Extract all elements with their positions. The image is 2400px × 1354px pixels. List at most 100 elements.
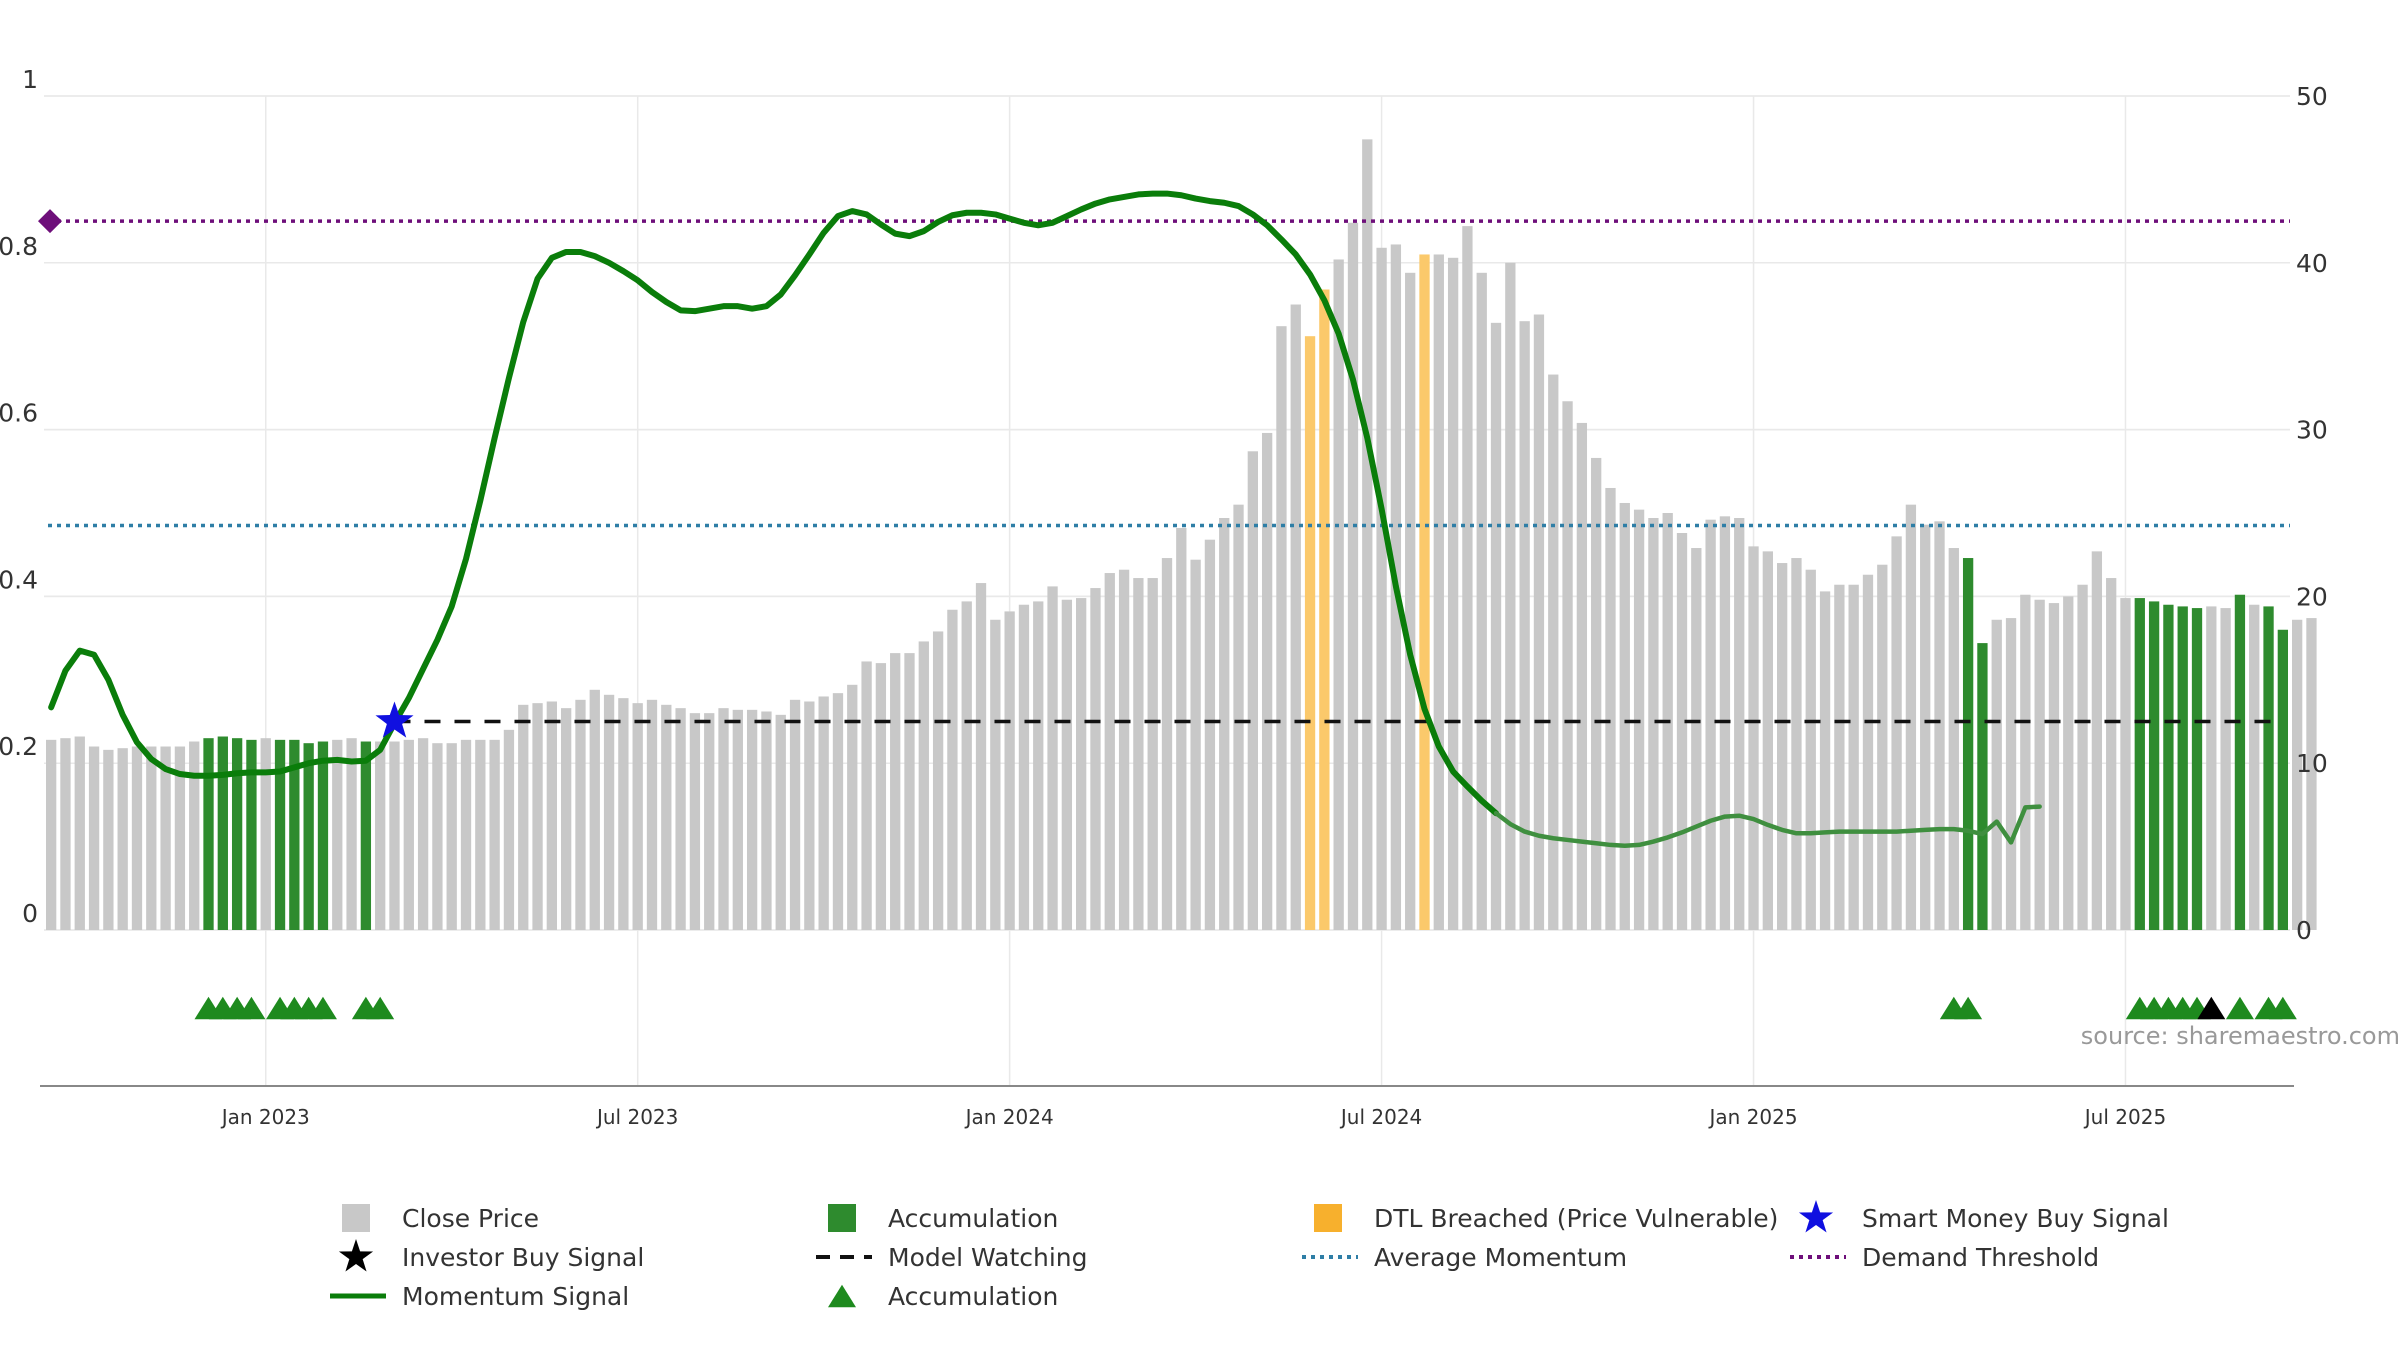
close-price-bar — [1834, 584, 1845, 930]
close-price-bar — [789, 699, 801, 930]
close-price-bar — [1776, 563, 1788, 930]
close-price-bar — [2249, 604, 2260, 930]
close-price-bar — [1290, 304, 1301, 930]
close-price-bar — [432, 743, 443, 930]
close-price-bar — [1548, 374, 1559, 930]
close-price-bar — [2005, 618, 2017, 930]
momentum-lines — [48, 190, 2042, 849]
accumulation-bar — [1962, 558, 1974, 930]
right-axis-tick-label: 30 — [2296, 416, 2328, 445]
accumulation-bar — [2148, 601, 2160, 930]
close-price-bar — [1991, 619, 2002, 930]
reference-lines — [38, 209, 2290, 724]
momentum-signal-line-recent — [1493, 804, 2042, 849]
close-price-bar — [2063, 596, 2074, 930]
close-price-bar — [1090, 588, 1101, 930]
close-price-bar — [704, 713, 715, 930]
close-price-bar — [2020, 594, 2031, 930]
close-price-bar — [918, 641, 929, 930]
close-price-bar — [1447, 257, 1459, 930]
close-price-bar — [947, 609, 958, 930]
close-price-bar — [1018, 604, 1030, 930]
accumulation-triangle-icon — [2268, 996, 2297, 1020]
accumulation-bar — [2163, 604, 2174, 930]
signal-markers — [194, 701, 2297, 1020]
close-price-bar — [1247, 451, 1258, 930]
accumulation-bar — [2191, 608, 2203, 930]
left-axis-tick-label: 0.6 — [0, 399, 38, 428]
x-axis-tick-label: Jan 2024 — [964, 1105, 1054, 1129]
accumulation-bar — [2263, 606, 2274, 930]
close-price-bar — [1219, 518, 1230, 930]
close-price-bar — [1376, 247, 1387, 931]
close-price-bar — [761, 711, 772, 930]
close-price-bar — [1948, 548, 1959, 930]
close-price-bar — [1848, 584, 1859, 930]
close-price-bar — [1591, 457, 1602, 930]
close-price-bar — [389, 741, 400, 930]
close-price-bar — [2048, 603, 2060, 930]
close-price-bar — [375, 741, 386, 930]
close-price-bar — [1190, 559, 1201, 930]
close-price-bar — [1734, 518, 1745, 930]
close-price-bar — [1819, 591, 1831, 930]
close-price-bar — [1347, 222, 1359, 930]
close-price-bar — [1791, 558, 1802, 930]
close-price-bar — [1691, 548, 1702, 930]
close-price-bar — [60, 738, 71, 930]
dtl-breached-bar — [1419, 254, 1430, 930]
close-price-bar — [103, 749, 114, 930]
close-price-bar — [146, 746, 157, 930]
close-price-bar — [1047, 586, 1058, 930]
close-price-bar — [1748, 546, 1759, 930]
close-price-bar — [1147, 578, 1158, 930]
close-price-bar — [1605, 487, 1616, 930]
close-price-bar — [1133, 578, 1144, 930]
close-price-bar — [603, 694, 615, 930]
accumulation-triangle-icon — [237, 996, 266, 1020]
close-price-bar — [460, 739, 472, 930]
close-price-bar — [1505, 262, 1516, 930]
close-price-bar — [646, 699, 658, 930]
source-credit: source: sharemaestro.com — [2080, 1022, 2400, 1050]
left-axis-tick-label: 0.2 — [0, 732, 38, 761]
close-price-bar — [1576, 422, 1588, 930]
smart-money-star-icon — [375, 701, 414, 738]
close-price-bar — [88, 746, 100, 930]
x-axis-tick-label: Jul 2025 — [2083, 1105, 2166, 1129]
close-price-bar — [2106, 578, 2117, 930]
close-price-bar — [2220, 608, 2231, 930]
dtl-breached-bar — [1319, 289, 1330, 930]
close-price-bar — [475, 739, 486, 930]
accumulation-bar — [2134, 598, 2145, 930]
close-price-bar — [2077, 584, 2088, 930]
close-price-bar — [1533, 314, 1545, 930]
dtl-breached-bar — [1304, 336, 1316, 930]
left-axis-tick-label: 0.4 — [0, 565, 38, 594]
close-price-bar — [804, 701, 815, 930]
close-price-bar — [1276, 326, 1287, 931]
close-price-bar — [503, 729, 515, 930]
close-price-bar — [832, 693, 844, 930]
x-axis-tick-label: Jan 2023 — [220, 1105, 310, 1129]
accumulation-bar — [2234, 594, 2246, 930]
close-price-bar — [117, 748, 128, 930]
close-price-bar — [2120, 598, 2131, 930]
close-price-bar — [2306, 618, 2317, 930]
close-price-bar — [1405, 272, 1416, 931]
close-price-bar — [847, 684, 858, 930]
accumulation-triangle-icon — [366, 996, 395, 1020]
close-price-bar — [346, 738, 357, 930]
close-price-bar — [1862, 574, 1874, 930]
close-price-bar — [961, 601, 972, 930]
x-axis-tick-label: Jul 2024 — [1339, 1105, 1422, 1129]
left-axis-tick-label: 0.8 — [0, 232, 38, 261]
close-price-bar — [1762, 551, 1773, 930]
close-price-bar — [446, 743, 457, 930]
accumulation-bar — [231, 738, 243, 930]
close-price-bar — [2292, 619, 2303, 930]
accumulation-bar — [246, 739, 257, 930]
close-price-bar — [74, 736, 85, 930]
